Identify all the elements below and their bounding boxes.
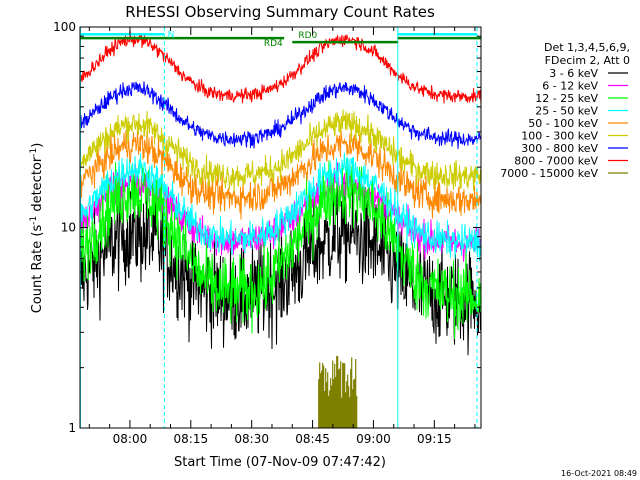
x-tick-label-5: 09:15 (417, 432, 452, 446)
legend-label-7: 800 - 7000 keV (514, 155, 598, 168)
annotation-rd0: RD0 (298, 31, 317, 41)
annotation-n: N (168, 30, 175, 40)
y-axis: 1 10 100 (53, 20, 481, 435)
y-tick-label-1: 10 (61, 221, 76, 235)
legend-label-0: 3 - 6 keV (549, 67, 598, 80)
legend-label-3: 25 - 50 keV (535, 105, 598, 118)
series-line-8 (318, 355, 358, 428)
y-tick-label-2: 100 (53, 20, 76, 34)
legend-label-5: 100 - 300 keV (521, 130, 598, 143)
legend-label-8: 7000 - 15000 keV (500, 167, 598, 180)
legend-label-2: 12 - 25 keV (535, 92, 598, 105)
series-line-5 (80, 109, 481, 192)
ylabel-part-3: ) (30, 143, 45, 148)
timestamp: 16-Oct-2021 08:49 (561, 469, 637, 478)
x-tick-label-2: 08:30 (234, 432, 269, 446)
x-axis-label: Start Time (07-Nov-09 07:47:42) (174, 455, 386, 470)
annotation-rd4: RD4 (264, 39, 283, 49)
x-tick-label-3: 08:45 (295, 432, 330, 446)
x-tick-label-1: 08:15 (174, 432, 209, 446)
y-tick-label-0: 1 (68, 421, 76, 435)
x-tick-label-4: 09:00 (356, 432, 391, 446)
ylabel-part-1: Count Rate (s (30, 225, 45, 314)
series-line-3 (80, 152, 481, 262)
series-layer (80, 30, 481, 428)
legend-header-1: FDecim 2, Att 0 (545, 54, 630, 67)
ylabel-part-2: detector (30, 156, 45, 216)
ylabel-sup-2: -1 (29, 148, 39, 157)
chart-title: RHESSI Observing Summary Count Rates (125, 3, 435, 21)
series-line-2 (80, 158, 481, 340)
x-axis: 08:00 08:15 08:30 08:45 09:00 09:15 (88, 27, 476, 446)
series-line-4 (80, 129, 481, 220)
legend: Det 1,3,4,5,6,9,FDecim 2, Att 03 - 6 keV… (500, 41, 630, 180)
overlay-layer: N RD4 RD0 (79, 27, 481, 428)
legend-label-4: 50 - 100 keV (528, 117, 598, 130)
ylabel-sup-1: -1 (29, 216, 39, 225)
legend-label-6: 300 - 800 keV (521, 142, 598, 155)
y-axis-label: Count Rate (s-1 detector-1) (29, 143, 45, 314)
legend-header-0: Det 1,3,4,5,6,9, (544, 41, 630, 54)
series-line-6 (80, 81, 481, 149)
x-tick-label-0: 08:00 (113, 432, 148, 446)
legend-label-1: 6 - 12 keV (542, 80, 598, 93)
